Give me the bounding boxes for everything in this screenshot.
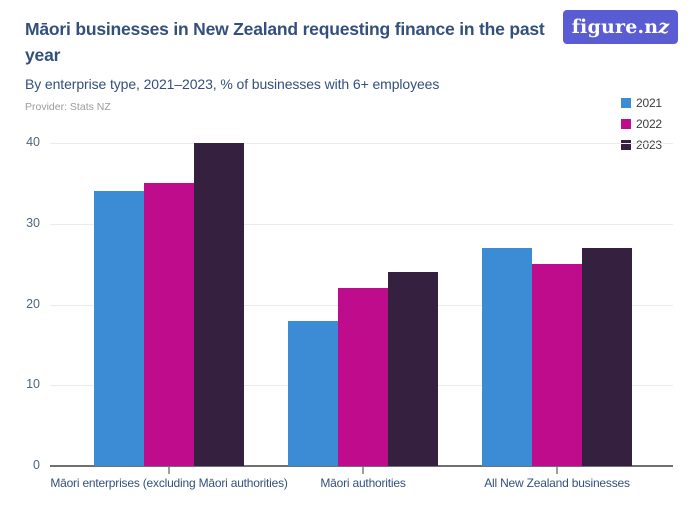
chart-legend: 2021 2022 2023	[621, 92, 662, 155]
figurenz-logo[interactable]: figure.nz	[563, 10, 678, 44]
x-tick-all-new-zealand-businesses	[556, 467, 558, 474]
chart-header: Māori businesses in New Zealand requesti…	[25, 16, 550, 113]
x-tick-m-ori-authorities	[362, 467, 364, 474]
bar-2023-m-ori-authorities	[388, 272, 438, 466]
bar-2022-all-new-zealand-businesses	[532, 264, 582, 466]
legend-label-2021: 2021	[636, 95, 662, 110]
bar-2021-m-ori-authorities	[288, 320, 338, 466]
legend-swatch-2021	[621, 97, 631, 108]
gridline-30	[50, 223, 673, 225]
plot-area	[50, 143, 673, 467]
figurenz-logo-text: figure.nz	[571, 16, 670, 38]
legend-swatch-2022	[621, 118, 631, 129]
bar-2022-m-ori-enterprises-excluding-m-ori-authorities	[144, 183, 194, 466]
legend-item-2022: 2022	[621, 113, 662, 134]
category-label-all-new-zealand-businesses: All New Zealand businesses	[484, 476, 630, 490]
bar-2021-all-new-zealand-businesses	[482, 247, 532, 466]
legend-item-2021: 2021	[621, 92, 662, 113]
gridline-40	[50, 143, 673, 144]
x-tick-m-ori-enterprises-excluding-m-ori-authorities	[168, 467, 170, 474]
bar-2022-m-ori-authorities	[338, 288, 388, 466]
y-tick-label-10: 10	[26, 377, 40, 392]
legend-swatch-2023	[621, 139, 631, 150]
legend-label-2022: 2022	[636, 116, 662, 131]
bar-2023-all-new-zealand-businesses	[582, 247, 632, 466]
chart-title: Māori businesses in New Zealand requesti…	[25, 19, 545, 66]
y-tick-label-30: 30	[26, 215, 40, 230]
legend-item-2023: 2023	[621, 134, 662, 155]
legend-label-2023: 2023	[636, 137, 662, 152]
chart-subtitle: By enterprise type, 2021–2023, % of busi…	[25, 75, 440, 92]
bar-2023-m-ori-enterprises-excluding-m-ori-authorities	[194, 143, 244, 466]
category-label-m-ori-enterprises-excluding-m-ori-authorities: Māori enterprises (excluding Māori autho…	[50, 476, 288, 490]
y-tick-label-20: 20	[26, 296, 40, 311]
y-tick-label-0: 0	[33, 458, 40, 472]
y-tick-label-40: 40	[26, 135, 40, 149]
provider-credit: Provider: Stats NZ	[25, 100, 111, 113]
x-axis-line	[50, 465, 673, 467]
category-label-m-ori-authorities: Māori authorities	[320, 476, 406, 490]
bar-2021-m-ori-enterprises-excluding-m-ori-authorities	[94, 191, 144, 466]
